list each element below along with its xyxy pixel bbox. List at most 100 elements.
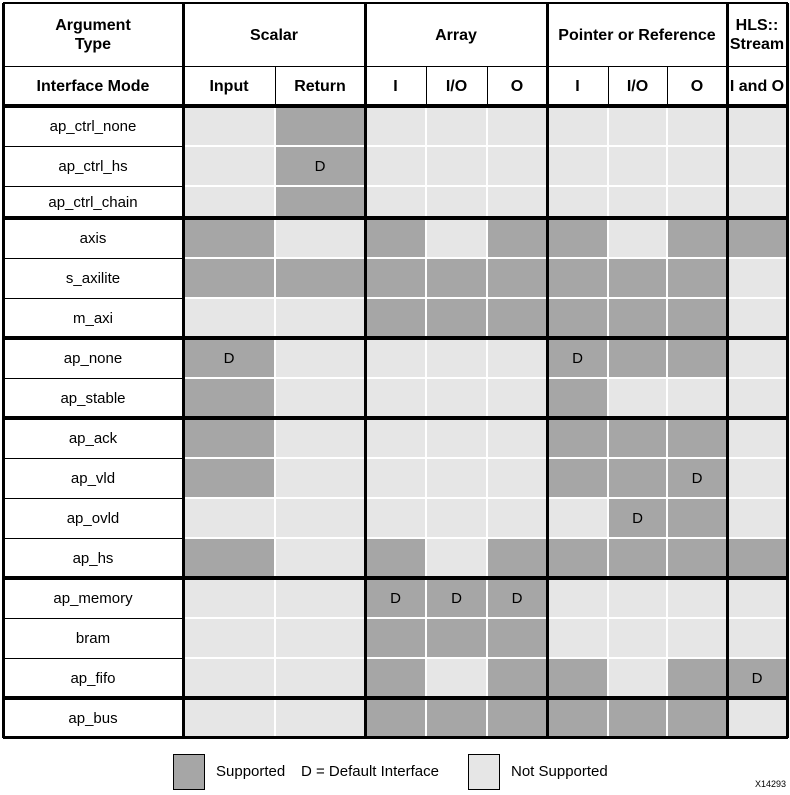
support-cell <box>183 538 275 578</box>
cell-divider <box>183 657 787 659</box>
support-cell <box>275 538 365 578</box>
support-cell <box>727 578 787 618</box>
cell-divider <box>425 106 427 738</box>
support-cell <box>275 106 365 146</box>
support-cell <box>727 418 787 458</box>
support-cell <box>365 618 426 658</box>
legend: Supported D = Default Interface Not Supp… <box>0 745 790 795</box>
support-cell <box>547 658 608 698</box>
cell-divider <box>183 185 787 187</box>
support-cell <box>547 186 608 218</box>
support-cell <box>365 498 426 538</box>
support-cell <box>667 538 727 578</box>
support-cell <box>275 258 365 298</box>
support-cell <box>426 258 487 298</box>
legend-swatch-not-supported <box>468 754 500 790</box>
row-label: ap_memory <box>53 589 133 607</box>
support-cell <box>667 298 727 338</box>
support-cell <box>608 418 667 458</box>
support-cell <box>727 498 787 538</box>
support-cell <box>608 338 667 378</box>
row-label: ap_ctrl_none <box>49 117 137 135</box>
row-label: ap_ctrl_chain <box>48 193 138 211</box>
support-cell <box>426 458 487 498</box>
support-cell <box>667 186 727 218</box>
support-cell <box>727 538 787 578</box>
support-cell <box>608 538 667 578</box>
row-label: m_axi <box>72 309 113 327</box>
support-cell <box>365 378 426 418</box>
support-cell: D <box>183 338 275 378</box>
support-cell <box>426 498 487 538</box>
support-cell <box>487 618 547 658</box>
row-divider <box>3 378 183 379</box>
support-cell <box>727 618 787 658</box>
support-cell <box>727 298 787 338</box>
interface-mode-header: Interface Mode <box>36 78 150 95</box>
row-divider <box>3 298 183 299</box>
support-cell <box>487 258 547 298</box>
column-header-4: O <box>510 78 524 95</box>
row-label: bram <box>75 629 111 647</box>
support-cell <box>183 298 275 338</box>
support-cell <box>183 378 275 418</box>
support-cell <box>608 146 667 186</box>
support-cell <box>426 186 487 218</box>
support-cell <box>275 338 365 378</box>
support-cell <box>275 218 365 258</box>
support-cell <box>275 458 365 498</box>
support-cell <box>547 218 608 258</box>
support-cell <box>426 298 487 338</box>
support-cell <box>183 578 275 618</box>
support-cell <box>183 218 275 258</box>
support-cell <box>183 698 275 738</box>
row-label: ap_bus <box>68 709 118 727</box>
support-cell <box>275 378 365 418</box>
row-divider <box>3 618 183 619</box>
support-cell <box>727 218 787 258</box>
group-header-0: Scalar <box>249 26 299 44</box>
support-cell <box>365 218 426 258</box>
group-header-1: Array <box>435 26 477 44</box>
support-cell <box>667 698 727 738</box>
column-header-8: I and O <box>729 78 785 95</box>
support-cell <box>275 418 365 458</box>
support-cell <box>426 538 487 578</box>
row-label: ap_ovld <box>66 509 120 527</box>
support-cell <box>183 258 275 298</box>
row-label: axis <box>79 229 107 247</box>
support-cell <box>487 218 547 258</box>
support-cell <box>365 106 426 146</box>
support-cell <box>667 498 727 538</box>
support-cell <box>183 658 275 698</box>
row-divider <box>3 538 183 539</box>
support-cell <box>547 498 608 538</box>
group-separator <box>182 3 185 738</box>
legend-supported-label: Supported <box>216 763 286 780</box>
column-header-5: I <box>575 78 580 95</box>
support-cell <box>275 698 365 738</box>
support-cell <box>183 186 275 218</box>
cell-divider <box>486 106 488 738</box>
cell-divider <box>183 145 787 147</box>
header-divider <box>487 67 488 106</box>
header-divider <box>426 67 427 106</box>
row-label: ap_ctrl_hs <box>58 157 128 175</box>
column-header-7: O <box>690 78 704 95</box>
support-cell <box>365 258 426 298</box>
support-cell <box>487 418 547 458</box>
cell-divider <box>183 297 787 299</box>
legend-default-label: D = Default Interface <box>301 763 439 780</box>
row-group-separator <box>3 336 788 340</box>
support-cell <box>608 218 667 258</box>
cell-divider <box>183 457 787 459</box>
support-cell <box>365 698 426 738</box>
support-cell <box>667 146 727 186</box>
support-cell: D <box>667 458 727 498</box>
support-cell <box>183 146 275 186</box>
cell-divider <box>183 537 787 539</box>
support-cell <box>275 498 365 538</box>
header-divider <box>667 67 668 106</box>
table-border-top <box>3 2 788 4</box>
support-cell: D <box>547 338 608 378</box>
